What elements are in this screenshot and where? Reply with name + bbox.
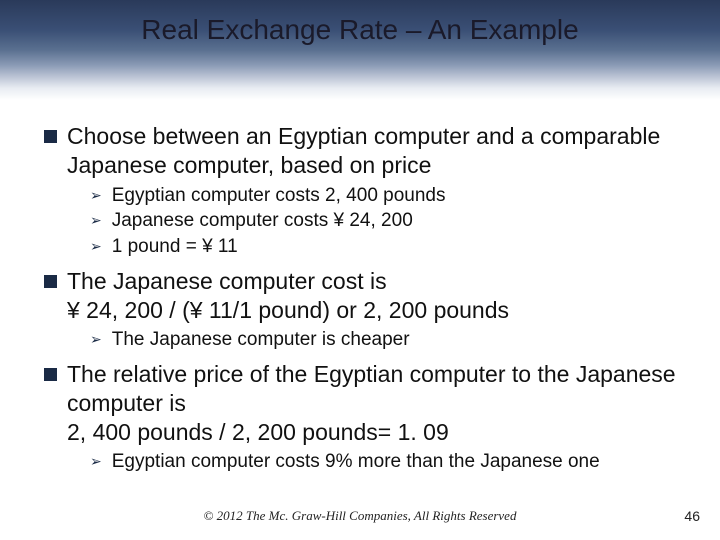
arrow-bullet-icon: ➢ <box>90 453 102 470</box>
bullet-item: Choose between an Egyptian computer and … <box>44 122 676 180</box>
bullet-text: Choose between an Egyptian computer and … <box>67 122 676 180</box>
arrow-bullet-icon: ➢ <box>90 238 102 255</box>
sub-bullet-text: The Japanese computer is cheaper <box>112 328 410 352</box>
bullet-text: The relative price of the Egyptian compu… <box>67 360 676 446</box>
page-number: 46 <box>684 508 700 524</box>
square-bullet-icon <box>44 130 57 143</box>
slide-content: Choose between an Egyptian computer and … <box>0 100 720 474</box>
bullet-text: The Japanese computer cost is ¥ 24, 200 … <box>67 267 509 325</box>
sub-bullet-text: Egyptian computer costs 9% more than the… <box>112 450 600 474</box>
header-band: Real Exchange Rate – An Example <box>0 0 720 100</box>
arrow-bullet-icon: ➢ <box>90 187 102 204</box>
sub-bullet-item: ➢ 1 pound = ¥ 11 <box>90 235 676 259</box>
bullet-item: The relative price of the Egyptian compu… <box>44 360 676 446</box>
arrow-bullet-icon: ➢ <box>90 212 102 229</box>
sub-bullet-item: ➢ The Japanese computer is cheaper <box>90 328 676 352</box>
copyright-footer: © 2012 The Mc. Graw-Hill Companies, All … <box>0 508 720 524</box>
sub-bullet-text: Egyptian computer costs 2, 400 pounds <box>112 184 446 208</box>
sub-bullet-item: ➢ Egyptian computer costs 9% more than t… <box>90 450 676 474</box>
sub-bullet-item: ➢ Japanese computer costs ¥ 24, 200 <box>90 209 676 233</box>
square-bullet-icon <box>44 275 57 288</box>
sub-bullet-text: 1 pound = ¥ 11 <box>112 235 238 259</box>
bullet-item: The Japanese computer cost is ¥ 24, 200 … <box>44 267 676 325</box>
arrow-bullet-icon: ➢ <box>90 331 102 348</box>
sub-bullet-text: Japanese computer costs ¥ 24, 200 <box>112 209 413 233</box>
sub-bullet-item: ➢ Egyptian computer costs 2, 400 pounds <box>90 184 676 208</box>
slide-title: Real Exchange Rate – An Example <box>0 14 720 46</box>
square-bullet-icon <box>44 368 57 381</box>
